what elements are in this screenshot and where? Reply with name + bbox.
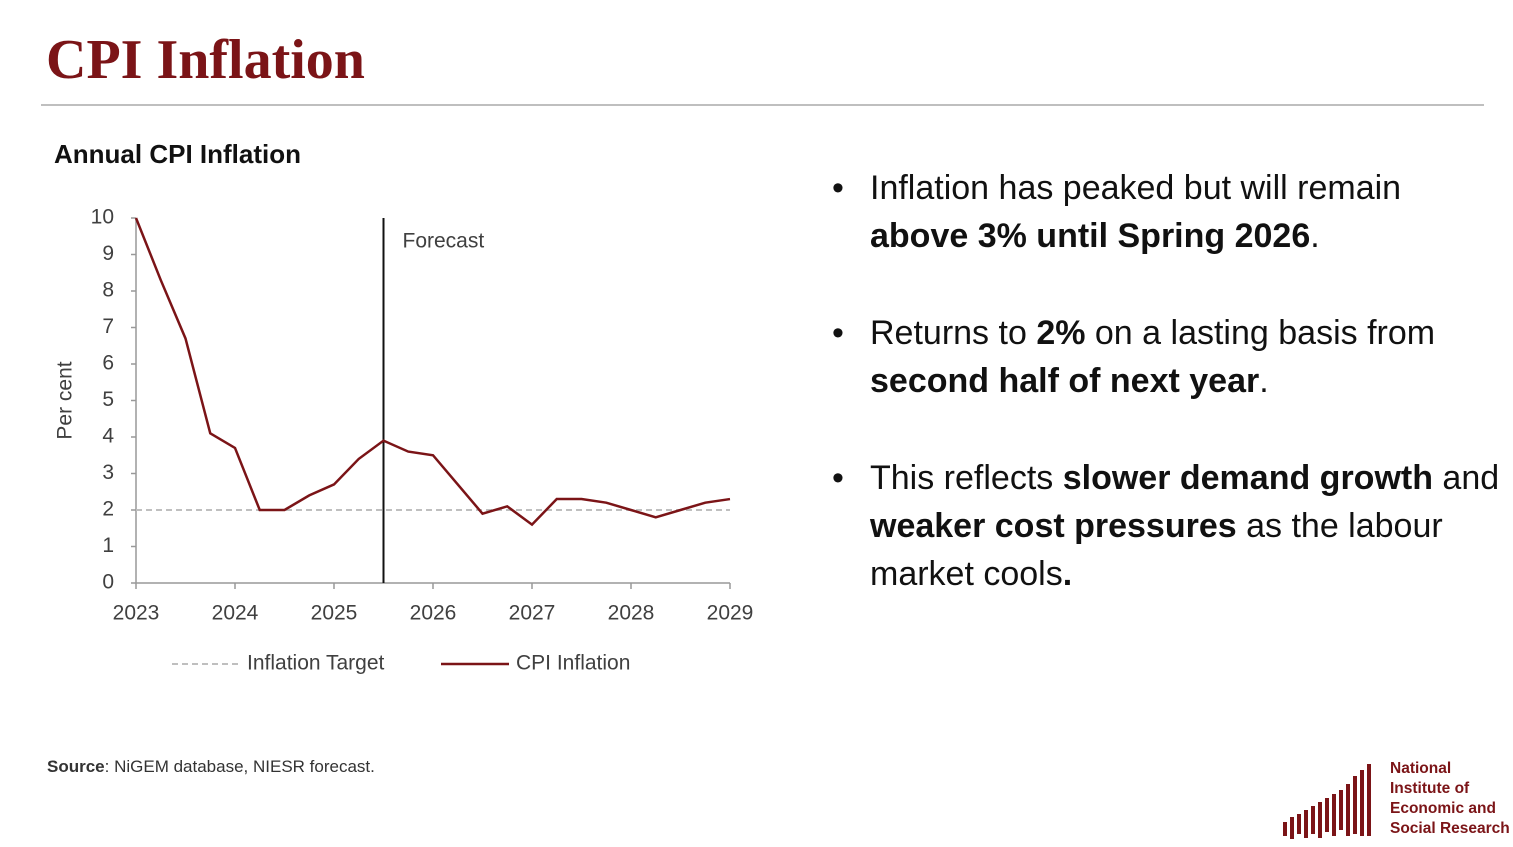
chart-title: Annual CPI Inflation [54, 139, 301, 169]
forecast-label: Forecast [403, 230, 485, 253]
y-tick-label: 4 [102, 425, 114, 448]
source-text: : NiGEM database, NIESR forecast. [104, 757, 375, 776]
source-note: Source: NiGEM database, NIESR forecast. [47, 757, 375, 777]
x-tick-label: 2029 [707, 602, 754, 625]
logo-line: Institute of [1390, 780, 1470, 797]
source-label: Source [47, 757, 105, 776]
bullet-text: . [1310, 217, 1320, 255]
logo-line: Economic and [1390, 800, 1496, 817]
bullet-text: This reflects [870, 459, 1063, 497]
bullet-text: as the labour market cools [870, 507, 1443, 593]
x-tick-label: 2026 [410, 602, 457, 625]
y-tick-label: 9 [102, 242, 114, 265]
bullet-text: . [1259, 362, 1269, 400]
y-tick-label: 1 [102, 534, 114, 557]
y-tick-label: 2 [102, 498, 114, 521]
x-tick-label: 2027 [509, 602, 556, 625]
bullet-text: slower demand growth [1062, 459, 1433, 497]
y-tick-label: 3 [102, 461, 114, 484]
series-line [134, 217, 731, 527]
legend-label: Inflation Target [247, 652, 385, 675]
y-tick-label: 8 [102, 279, 114, 302]
y-tick-label: 7 [102, 315, 114, 338]
y-tick-label: 5 [102, 388, 114, 411]
bullet-text: Returns to [870, 314, 1037, 352]
x-tick-label: 2025 [311, 602, 358, 625]
logo-mark [1283, 764, 1371, 839]
x-tick-label: 2028 [608, 602, 655, 625]
bullet-text: on a lasting basis from [1085, 314, 1436, 352]
chart: Annual CPI Inflation Per cent 0 1 2 3 4 5 6 7 8 9 10… [54, 139, 754, 675]
x-tick-label: 2024 [212, 602, 259, 625]
y-tick-label: 6 [102, 352, 114, 375]
legend-label: CPI Inflation [516, 652, 630, 675]
bullet: This reflects slower demand growth and w… [832, 454, 1508, 598]
bullet-text: 2% [1036, 314, 1086, 352]
logo-text: National Institute of Economic and Social R… [1390, 759, 1510, 839]
bullet: Inflation has peaked but will remain abo… [832, 164, 1508, 260]
logo-line: National [1390, 760, 1452, 777]
bullet-list: Inflation has peaked but will remain abo… [832, 164, 1508, 647]
bullet-text: weaker cost pressures [870, 507, 1237, 545]
y-axis-label: Per cent [54, 361, 77, 439]
logo-line: Social Research [1390, 820, 1510, 837]
slide-title: CPI Inflation [46, 29, 365, 91]
x-tick-label: 2023 [113, 602, 160, 625]
bullet: Returns to 2% on a lasting basis from se… [832, 309, 1508, 405]
y-tick-label: 0 [102, 571, 114, 594]
bullet-text: above 3% until Spring 2026 [870, 217, 1311, 255]
y-tick-label: 10 [91, 206, 114, 229]
bullet-text: and [1432, 459, 1500, 497]
bullet-text: second half of next year [870, 362, 1260, 400]
bullet-text: Inflation has peaked but will remain [870, 169, 1402, 207]
title-rule [41, 104, 1484, 106]
bullet-text: . [1062, 555, 1073, 593]
